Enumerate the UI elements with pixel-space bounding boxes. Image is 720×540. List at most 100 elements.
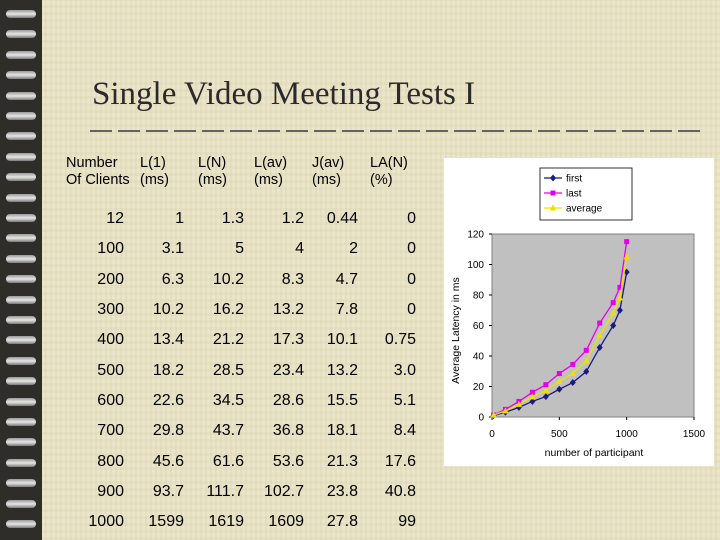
legend-marker-average xyxy=(549,204,557,211)
y-axis-label: Average Latency in ms xyxy=(450,277,462,384)
data-point-average xyxy=(569,369,576,376)
binding-ring xyxy=(6,520,36,528)
table-cell: 22.6 xyxy=(152,391,184,409)
y-tick-label: 20 xyxy=(473,382,485,393)
table-cell: 7.8 xyxy=(335,301,358,319)
y-tick-label: 100 xyxy=(467,260,484,271)
binding-ring xyxy=(6,356,36,365)
table-cell: 0 xyxy=(407,240,416,258)
table-row: 500 18.2 28.5 23.4 13.2 3.0 xyxy=(62,355,418,385)
table-cell: 12 xyxy=(106,210,124,228)
table-cell: 34.5 xyxy=(212,391,244,409)
data-point-first xyxy=(623,268,630,276)
binding-ring xyxy=(6,418,36,426)
binding-ring xyxy=(6,295,36,304)
data-point-first xyxy=(569,379,576,387)
table-header-row: Number Of Clients L(1) (ms) L(N) (ms) L(av)… xyxy=(62,140,418,204)
data-point-average xyxy=(556,377,563,384)
legend-marker-first xyxy=(550,174,556,182)
data-point-first xyxy=(542,393,549,401)
table-header-cell: L(1) (ms) xyxy=(140,155,169,188)
table-cell: 10.2 xyxy=(212,270,244,288)
data-point-average xyxy=(616,294,624,301)
table-cell: 0.75 xyxy=(384,331,416,349)
x-tick-label: 1500 xyxy=(683,429,706,440)
y-tick-label: 120 xyxy=(467,230,484,241)
table-cell: 300 xyxy=(97,301,124,319)
table-row: 700 29.8 43.7 36.8 18.1 8.4 xyxy=(62,416,418,446)
x-axis-label: number of participant xyxy=(545,447,644,459)
table-cell: 45.6 xyxy=(152,452,184,470)
data-point-average xyxy=(542,387,550,394)
table-cell: 2 xyxy=(349,240,358,258)
data-point-last xyxy=(543,382,549,388)
slide-binding xyxy=(0,0,42,540)
data-point-last xyxy=(556,371,562,377)
table-cell: 0.44 xyxy=(326,210,358,228)
table-cell: 40.8 xyxy=(384,482,416,500)
table-cell: 1599 xyxy=(148,513,184,531)
legend-label-last: last xyxy=(566,189,582,200)
binding-ring xyxy=(6,234,36,243)
data-point-first xyxy=(583,368,590,376)
binding-ring xyxy=(6,132,36,141)
table-cell: 23.4 xyxy=(272,361,304,379)
data-point-last xyxy=(597,320,603,326)
table-cell: 600 xyxy=(97,391,124,409)
binding-ring xyxy=(6,71,36,80)
binding-ring xyxy=(6,30,36,39)
binding-ring xyxy=(6,316,36,324)
table-cell: 100 xyxy=(97,240,124,258)
table-cell: 61.6 xyxy=(212,452,244,470)
binding-ring xyxy=(6,152,36,161)
table-cell: 3.0 xyxy=(393,361,416,379)
data-point-first xyxy=(616,306,623,314)
table-row: 100 3.1 5 4 2 0 xyxy=(62,234,418,264)
data-point-last xyxy=(624,239,630,245)
table-row: 1000 1599 1619 1609 27.8 99 xyxy=(62,507,418,537)
table-cell: 400 xyxy=(97,331,124,349)
table-cell: 8.4 xyxy=(393,422,416,440)
data-point-last xyxy=(610,300,616,306)
table-row: 900 93.7 111.7 102.7 23.8 40.8 xyxy=(62,477,418,507)
data-point-average xyxy=(583,357,590,364)
y-tick-label: 40 xyxy=(473,352,485,363)
table-cell: 1619 xyxy=(208,513,244,531)
table-cell: 29.8 xyxy=(152,422,184,440)
table-cell: 93.7 xyxy=(152,482,184,500)
results-table: Number Of Clients L(1) (ms) L(N) (ms) L(av)… xyxy=(62,140,418,537)
binding-ring xyxy=(6,173,36,182)
data-point-first xyxy=(596,343,603,351)
data-point-average xyxy=(623,253,630,260)
data-point-average xyxy=(490,411,497,418)
table-cell: 102.7 xyxy=(263,482,304,500)
binding-ring xyxy=(6,397,36,406)
data-point-first xyxy=(529,397,536,405)
table-cell: 0 xyxy=(407,301,416,319)
data-point-last xyxy=(529,389,535,395)
table-row: 200 6.3 10.2 8.3 4.7 0 xyxy=(62,265,418,295)
table-cell: 1.3 xyxy=(221,210,244,228)
table-cell: 10.1 xyxy=(326,331,358,349)
table-body: 12 1 1.3 1.2 0.44 0 100 3.1 5 4 2 0 200 6.3 10.2 8.3 4.7… xyxy=(62,204,418,537)
y-tick-label: 80 xyxy=(473,291,485,302)
table-cell: 1.2 xyxy=(281,210,304,228)
table-cell: 21.3 xyxy=(326,452,358,470)
table-cell: 99 xyxy=(398,513,416,531)
table-header-cell: L(av) (ms) xyxy=(254,155,288,188)
table-cell: 1000 xyxy=(88,513,124,531)
table-cell: 21.2 xyxy=(212,331,244,349)
table-cell: 200 xyxy=(97,270,124,288)
binding-ring xyxy=(6,499,36,508)
data-point-average xyxy=(502,407,509,414)
plot-area xyxy=(491,233,695,418)
table-cell: 53.6 xyxy=(272,452,304,470)
table-cell: 4 xyxy=(295,240,304,258)
table-cell: 5 xyxy=(235,240,244,258)
table-row: 800 45.6 61.6 53.6 21.3 17.6 xyxy=(62,446,418,476)
binding-ring xyxy=(6,336,36,345)
data-point-first xyxy=(556,385,563,393)
table-cell: 5.1 xyxy=(393,391,416,409)
table-cell: 18.1 xyxy=(326,422,358,440)
table-cell: 6.3 xyxy=(161,270,184,288)
